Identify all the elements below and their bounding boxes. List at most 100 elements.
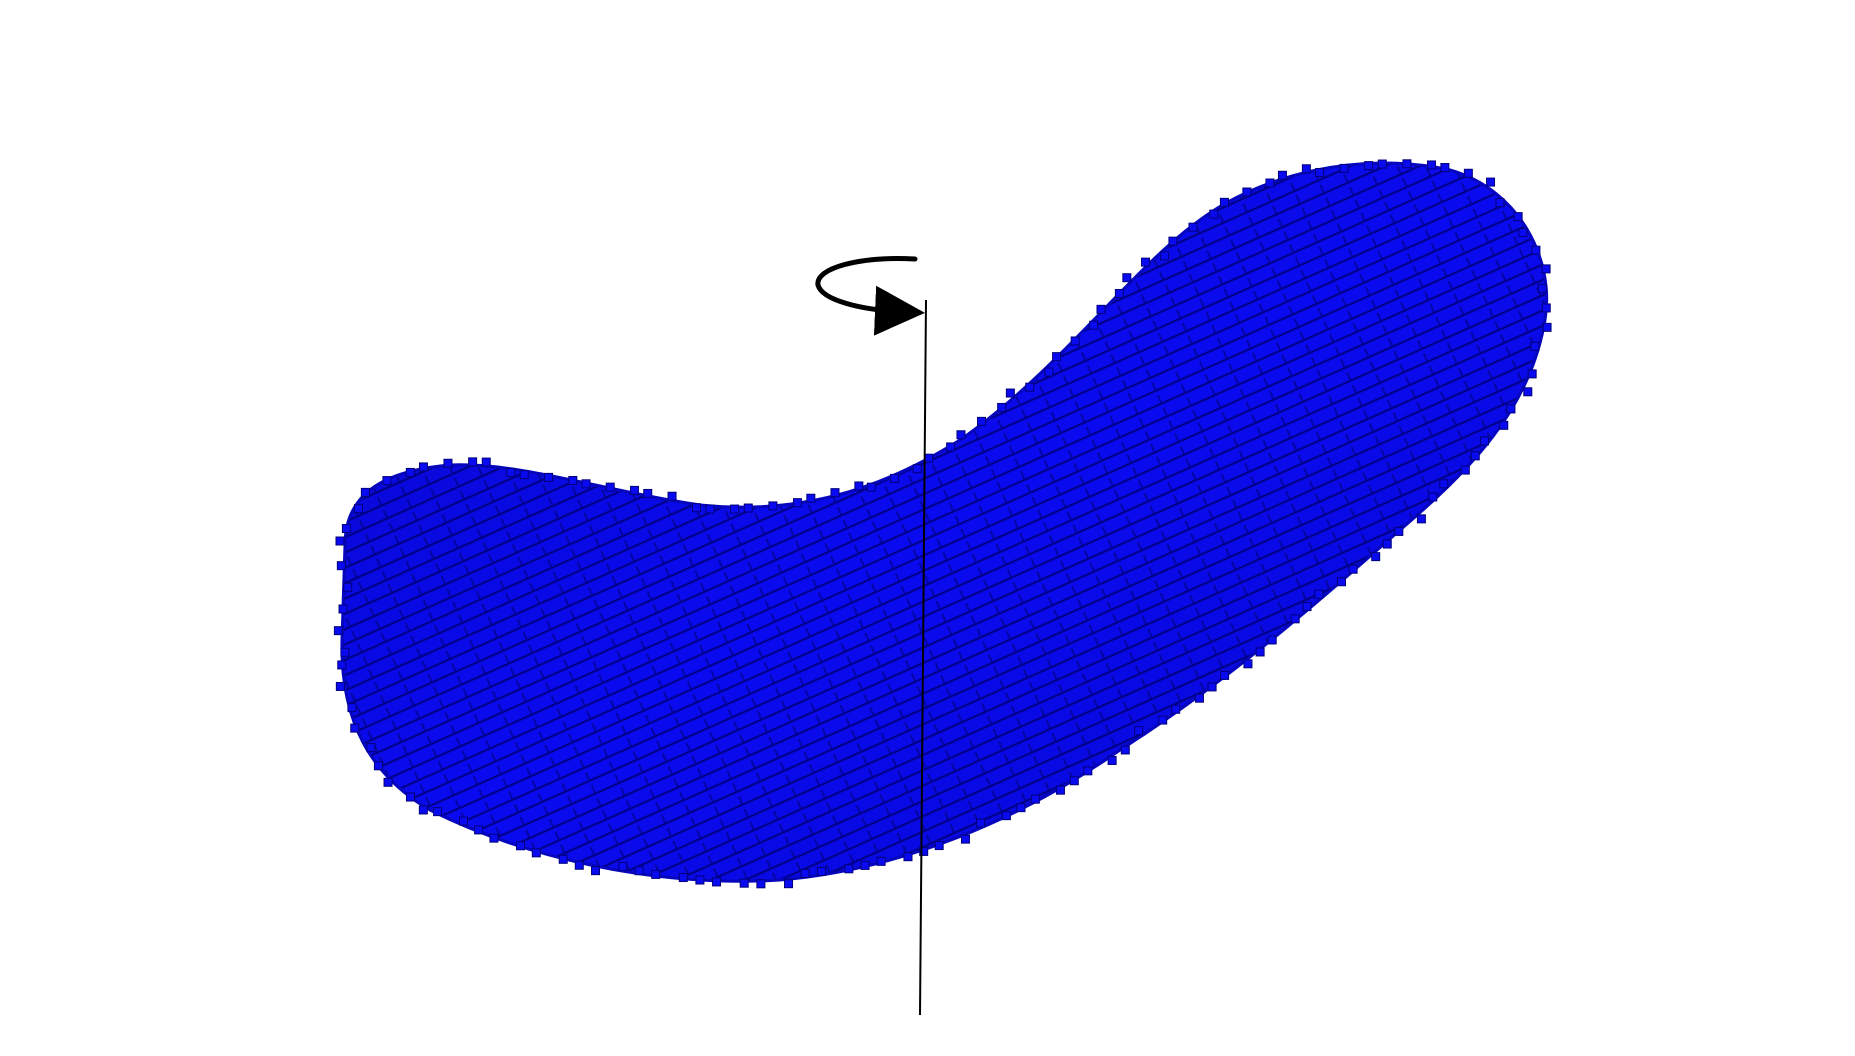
edge-voxel (1463, 168, 1473, 178)
edge-voxel (1055, 785, 1065, 795)
edge-voxel (1209, 209, 1219, 219)
edge-voxel (1171, 704, 1181, 714)
edge-voxel (335, 536, 345, 546)
edge-voxel (618, 861, 628, 871)
edge-voxel (1470, 451, 1480, 461)
edge-voxel (890, 473, 900, 483)
edge-voxel (946, 442, 956, 452)
edge-voxel (756, 879, 766, 889)
edge-voxel (1439, 479, 1449, 489)
edge-voxel (1382, 539, 1392, 549)
edge-voxel (1541, 264, 1551, 274)
edge-voxel (924, 453, 934, 463)
edge-voxel (743, 503, 753, 513)
edge-voxel (1513, 212, 1523, 222)
edge-voxel (643, 488, 653, 498)
edge-voxel (1194, 693, 1204, 703)
edge-voxel (544, 472, 554, 482)
edge-voxel (1243, 659, 1253, 669)
edge-voxel (1426, 160, 1436, 170)
edge-voxel (1158, 715, 1168, 725)
edge-voxel (343, 582, 353, 592)
edge-voxel (1005, 388, 1015, 398)
edge-voxel (1096, 304, 1106, 314)
edge-voxel (634, 866, 644, 876)
edge-voxel (336, 561, 346, 571)
edge-voxel (854, 481, 864, 491)
edge-voxel (1315, 167, 1325, 177)
edge-voxel (844, 864, 854, 874)
edge-voxel (1070, 336, 1080, 346)
edge-voxel (1083, 766, 1093, 776)
edge-voxel (1219, 197, 1229, 207)
edge-voxel (350, 723, 360, 733)
edge-voxels (333, 159, 1552, 889)
edge-voxel (1428, 492, 1438, 502)
edge-voxel (481, 457, 491, 467)
edge-voxel (784, 879, 794, 889)
edge-voxel (1242, 187, 1252, 197)
edge-voxel (568, 476, 578, 486)
edge-voxel (800, 868, 810, 878)
edge-voxel (340, 647, 350, 657)
edge-voxel (1120, 745, 1130, 755)
edge-voxel (1141, 257, 1151, 267)
counterclockwise-rotation-arrow-icon (815, 256, 925, 336)
edge-voxel (458, 816, 468, 826)
edge-voxel (468, 457, 478, 467)
edge-voxel (695, 875, 705, 885)
edge-voxel (712, 877, 722, 887)
edge-voxel (1107, 755, 1117, 765)
edge-voxel (1302, 602, 1312, 612)
edge-voxel (768, 501, 778, 511)
edge-voxel (1460, 465, 1470, 475)
edge-voxel (590, 866, 600, 876)
edge-voxel (1339, 163, 1349, 173)
edge-voxel (705, 504, 715, 514)
edge-voxel (474, 825, 484, 835)
edge-voxel (354, 504, 364, 514)
edge-voxel (1542, 322, 1552, 332)
edge-voxel (333, 626, 343, 636)
edge-voxel (1220, 670, 1230, 680)
edge-voxel (1016, 803, 1026, 813)
edge-voxel (1122, 273, 1132, 283)
edge-voxel (418, 805, 428, 815)
edge-voxel (1030, 794, 1040, 804)
edge-voxel (558, 854, 568, 864)
edge-voxel (1207, 682, 1217, 692)
edge-voxel (792, 498, 802, 508)
edge-voxel (338, 604, 348, 614)
edge-voxel (1114, 288, 1124, 298)
edge-voxel (830, 488, 840, 498)
edge-voxel (341, 524, 351, 534)
edge-voxel (1025, 382, 1035, 392)
edge-voxel (418, 462, 428, 472)
edge-voxel (667, 491, 677, 501)
edge-voxel (1255, 647, 1265, 657)
edge-voxel (1052, 352, 1062, 362)
edge-voxel (1394, 526, 1404, 536)
edge-voxel (581, 479, 591, 489)
edge-voxel (866, 482, 876, 492)
edge-voxel (1531, 245, 1541, 255)
edge-voxel (1134, 726, 1144, 736)
edge-voxel (605, 482, 615, 492)
edge-voxel (1486, 177, 1496, 187)
edge-voxel (1440, 163, 1450, 173)
edge-voxel (860, 860, 870, 870)
edge-voxel (506, 467, 516, 477)
edge-voxel (519, 470, 529, 480)
edge-voxel (976, 818, 986, 828)
edge-voxel (876, 856, 886, 866)
edge-voxel (730, 504, 740, 514)
edge-voxel (678, 873, 688, 883)
edge-voxel (1377, 159, 1387, 169)
edge-voxel (1089, 320, 1099, 330)
edge-voxel (1402, 159, 1412, 169)
edge-voxel (934, 841, 944, 851)
edge-voxel (1541, 303, 1551, 313)
edge-voxel (1336, 577, 1346, 587)
edge-voxel (1044, 367, 1054, 377)
edge-voxel (903, 852, 913, 862)
